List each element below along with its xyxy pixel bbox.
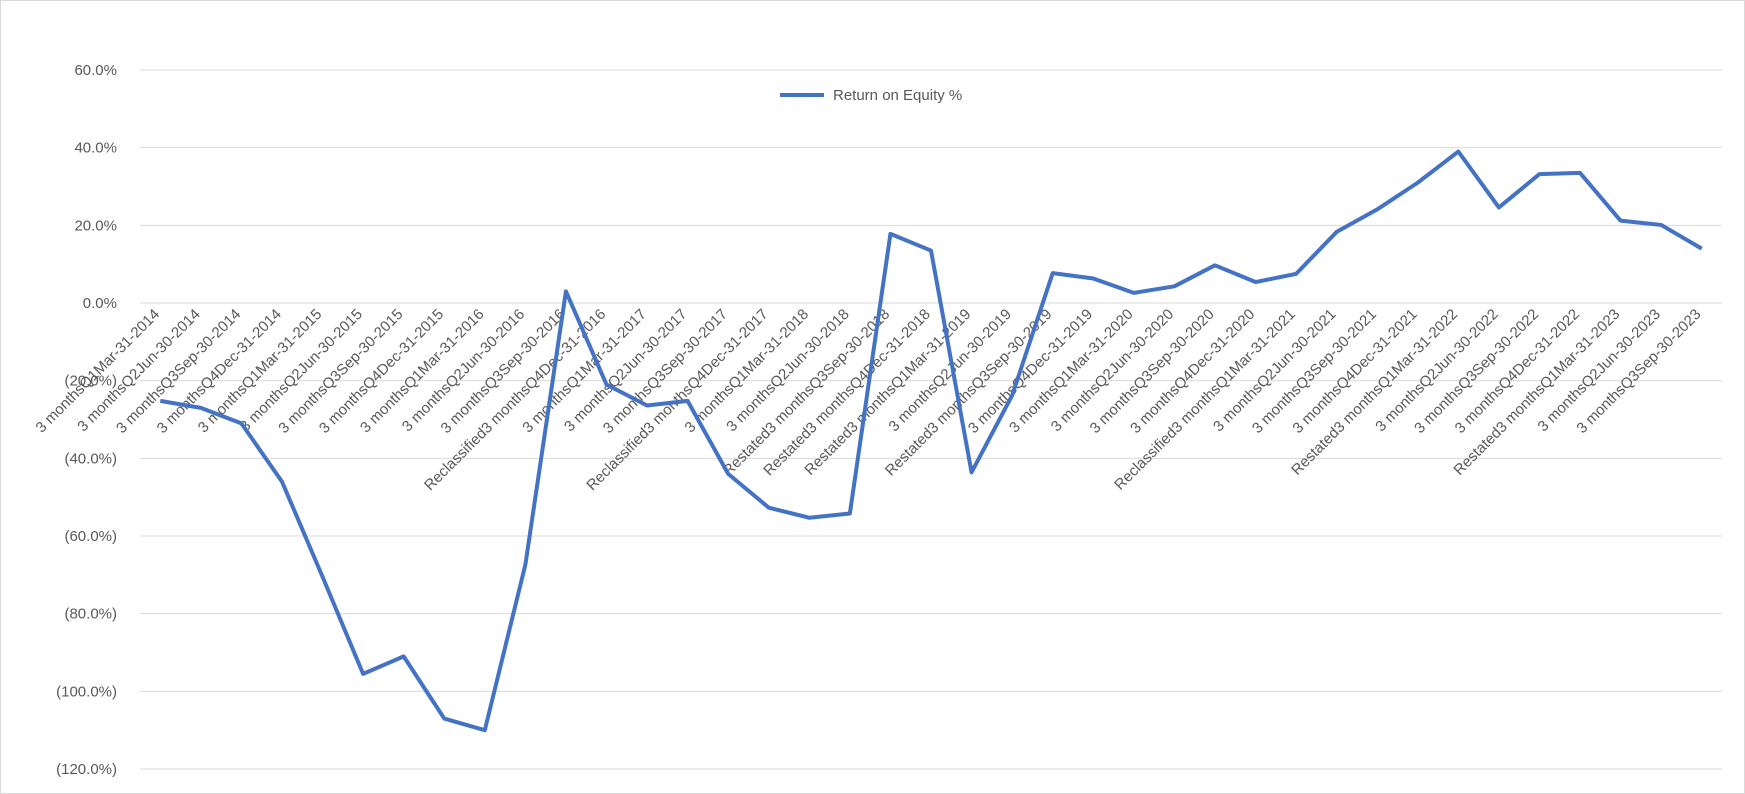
legend-label: Return on Equity %	[833, 87, 962, 104]
y-tick-label: 0.0%	[83, 295, 117, 312]
y-tick-label: (100.0%)	[56, 683, 117, 700]
y-tick-label: (20.0%)	[64, 373, 117, 390]
y-tick-label: 20.0%	[74, 217, 117, 234]
data-line	[159, 149, 1703, 733]
y-tick-label: (40.0%)	[64, 450, 117, 467]
y-tick-label: 60.0%	[74, 62, 117, 79]
y-tick-label: (80.0%)	[64, 606, 117, 623]
y-tick-label: 40.0%	[74, 140, 117, 157]
y-tick-label: (60.0%)	[64, 528, 117, 545]
y-tick-label: (120.0%)	[56, 761, 117, 778]
